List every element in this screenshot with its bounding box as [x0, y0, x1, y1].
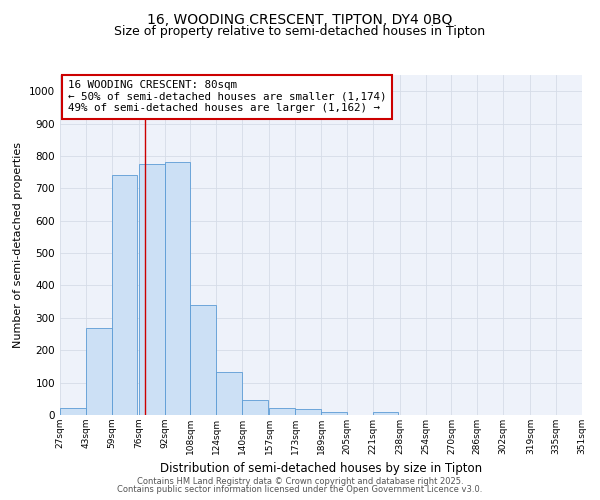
Text: Size of property relative to semi-detached houses in Tipton: Size of property relative to semi-detach… — [115, 25, 485, 38]
Bar — [373, 412, 398, 415]
Bar — [139, 164, 165, 415]
Bar — [60, 408, 86, 415]
Bar — [165, 162, 190, 415]
Text: Contains public sector information licensed under the Open Government Licence v3: Contains public sector information licen… — [118, 485, 482, 494]
Bar — [321, 412, 347, 415]
Bar — [269, 408, 295, 415]
Bar — [295, 409, 321, 415]
Bar — [112, 176, 137, 415]
Bar — [86, 328, 112, 415]
Bar — [190, 305, 216, 415]
X-axis label: Distribution of semi-detached houses by size in Tipton: Distribution of semi-detached houses by … — [160, 462, 482, 475]
Text: Contains HM Land Registry data © Crown copyright and database right 2025.: Contains HM Land Registry data © Crown c… — [137, 477, 463, 486]
Bar — [242, 400, 268, 415]
Text: 16 WOODING CRESCENT: 80sqm
← 50% of semi-detached houses are smaller (1,174)
49%: 16 WOODING CRESCENT: 80sqm ← 50% of semi… — [68, 80, 386, 114]
Y-axis label: Number of semi-detached properties: Number of semi-detached properties — [13, 142, 23, 348]
Bar — [216, 372, 242, 415]
Text: 16, WOODING CRESCENT, TIPTON, DY4 0BQ: 16, WOODING CRESCENT, TIPTON, DY4 0BQ — [148, 12, 452, 26]
